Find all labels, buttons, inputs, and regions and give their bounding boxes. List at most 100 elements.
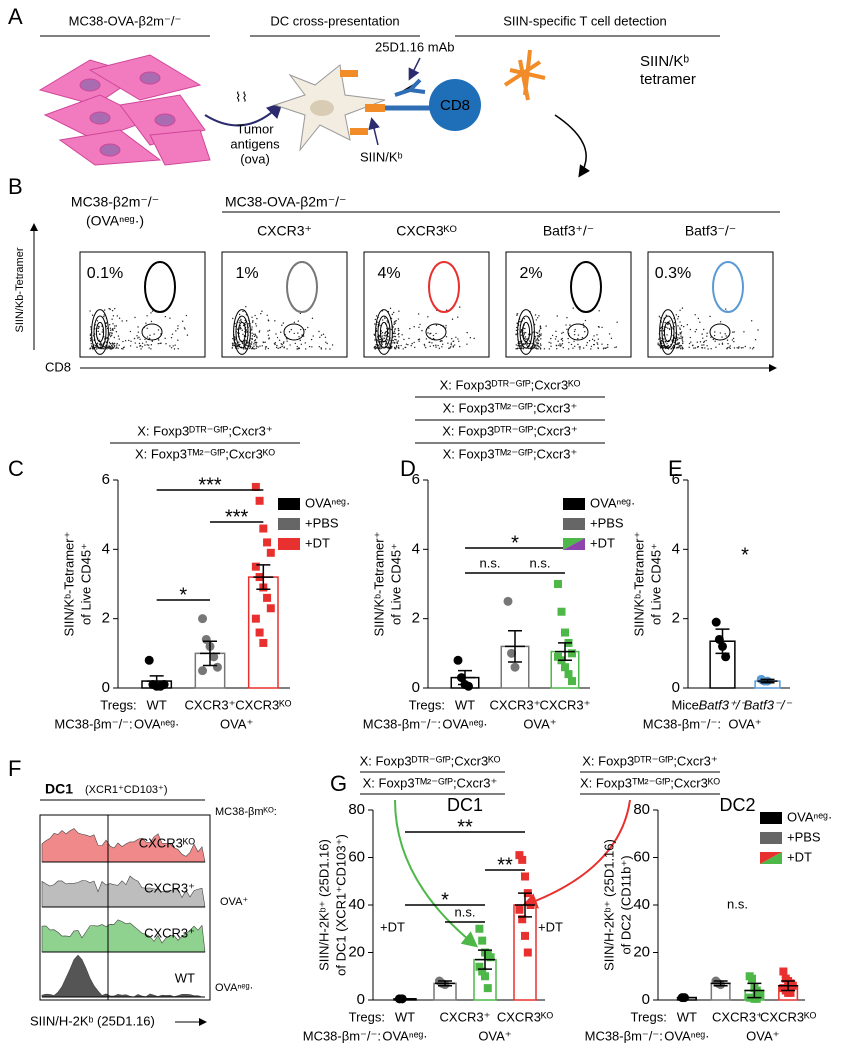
event-dot bbox=[108, 324, 111, 326]
event-dot bbox=[682, 325, 685, 328]
event-dot bbox=[394, 328, 396, 330]
event-dot bbox=[411, 342, 413, 345]
header: X: Foxp3ᴰᵀᴿ⁻ᴳᶠᴾ;Cxcr3⁺ bbox=[442, 423, 578, 438]
event-dot bbox=[537, 336, 540, 338]
event-dot bbox=[688, 346, 690, 349]
data-point bbox=[481, 972, 489, 981]
label: MC38-OVA-β2m⁻/⁻ bbox=[225, 194, 346, 210]
label: CD8 bbox=[440, 97, 470, 114]
event-dot bbox=[402, 348, 404, 350]
event-dot bbox=[665, 326, 667, 329]
event-dot bbox=[113, 336, 116, 339]
event-dot bbox=[113, 343, 115, 345]
axis-label: CD8 bbox=[45, 359, 71, 374]
event-dot bbox=[122, 340, 124, 343]
event-dot bbox=[668, 328, 671, 331]
event-dot bbox=[423, 343, 426, 346]
event-dot bbox=[538, 333, 541, 336]
event-dot bbox=[134, 316, 136, 319]
event-dot bbox=[680, 335, 682, 337]
event-dot bbox=[298, 336, 300, 338]
data-point bbox=[503, 596, 513, 606]
x-tick-label: WT bbox=[395, 1009, 415, 1024]
chart: D X: Foxp3ᴰᵀᴿ⁻ᴳᶠᴾ;Cxcr3ᴷᴼ X: Foxp3ᵀᴹ²⁻ᴳᶠᴾ;… bbox=[363, 377, 636, 731]
chart: C X: Foxp3ᴰᵀᴿ⁻ᴳᶠᴾ;Cxcr3⁺ X: Foxp3ᵀᴹ²⁻ᴳᶠᴾ;C… bbox=[8, 423, 350, 731]
event-dot bbox=[678, 345, 681, 347]
event-dot bbox=[529, 348, 532, 350]
event-dot bbox=[249, 346, 252, 348]
event-dot bbox=[714, 340, 716, 342]
header: MC38-OVA-β2m⁻/⁻ bbox=[69, 13, 182, 28]
error-bar bbox=[435, 980, 455, 987]
event-dot bbox=[244, 321, 247, 324]
event-dot bbox=[710, 348, 712, 350]
antigen-squiggle: ⌇⌇ bbox=[235, 89, 248, 104]
event-dot bbox=[569, 324, 571, 326]
event-dot bbox=[383, 334, 385, 337]
contour bbox=[661, 315, 675, 349]
event-dot bbox=[529, 333, 532, 335]
header: X: Foxp3ᵀᴹ²⁻ᴳᶠᴾ;Cxcr3ᴷᴼ bbox=[135, 446, 275, 461]
event-dot bbox=[392, 339, 394, 342]
event-dot bbox=[733, 347, 736, 349]
event-dot bbox=[255, 334, 257, 337]
event-dot bbox=[534, 314, 537, 316]
event-dot bbox=[696, 341, 699, 343]
event-dot bbox=[101, 343, 103, 346]
event-dot bbox=[100, 347, 103, 350]
event-dot bbox=[429, 333, 431, 335]
label: MC38-βmᴷᴼ: bbox=[215, 806, 277, 818]
event-dot bbox=[556, 315, 558, 317]
event-dot bbox=[382, 337, 384, 339]
event-dot bbox=[117, 335, 120, 337]
event-dot bbox=[417, 313, 420, 315]
arrow-label: +DT bbox=[380, 919, 405, 934]
event-dot bbox=[566, 316, 568, 319]
event-dot bbox=[715, 346, 717, 348]
track-label: CXCR3⁺ bbox=[144, 925, 195, 940]
error-bar bbox=[555, 642, 575, 662]
event-dot bbox=[258, 330, 261, 332]
arrow bbox=[368, 117, 380, 146]
event-dot bbox=[450, 342, 452, 344]
y-tick-label: 4 bbox=[102, 540, 110, 557]
event-dot bbox=[673, 337, 676, 339]
event-dot bbox=[129, 345, 132, 347]
event-dot bbox=[452, 340, 455, 342]
event-dot bbox=[744, 345, 746, 348]
event-dot bbox=[466, 331, 468, 334]
event-dot bbox=[311, 317, 314, 320]
event-dot bbox=[268, 329, 271, 332]
event-dot bbox=[451, 318, 454, 320]
data-point bbox=[564, 670, 573, 679]
event-dot bbox=[108, 345, 110, 348]
event-dot bbox=[268, 337, 270, 339]
event-dot bbox=[590, 348, 592, 350]
event-dot bbox=[183, 327, 186, 329]
event-dot bbox=[679, 327, 681, 329]
event-dot bbox=[278, 339, 281, 341]
event-dot bbox=[151, 340, 154, 342]
data-point bbox=[198, 666, 208, 676]
event-dot bbox=[150, 348, 152, 350]
data-point bbox=[748, 974, 757, 983]
event-dot bbox=[384, 331, 387, 334]
y-tick-label: 4 bbox=[672, 540, 680, 557]
event-dot bbox=[561, 337, 563, 340]
event-dot bbox=[397, 327, 400, 330]
event-dot bbox=[145, 341, 148, 343]
event-dot bbox=[536, 342, 538, 345]
event-dot bbox=[137, 331, 139, 333]
panel-b: B MC38-β2m⁻/⁻ (OVAⁿᵉᵍ·) MC38-OVA-β2m⁻/⁻ … bbox=[8, 174, 780, 374]
event-dot bbox=[432, 337, 435, 340]
data-point bbox=[561, 628, 569, 637]
event-dot bbox=[388, 346, 390, 348]
event-dot bbox=[396, 342, 398, 344]
event-dot bbox=[299, 339, 301, 342]
event-dot bbox=[385, 330, 388, 333]
event-dot bbox=[312, 335, 314, 337]
event-dot bbox=[520, 347, 523, 349]
event-dot bbox=[169, 317, 171, 319]
event-dot bbox=[375, 315, 378, 317]
event-dot bbox=[280, 331, 282, 333]
